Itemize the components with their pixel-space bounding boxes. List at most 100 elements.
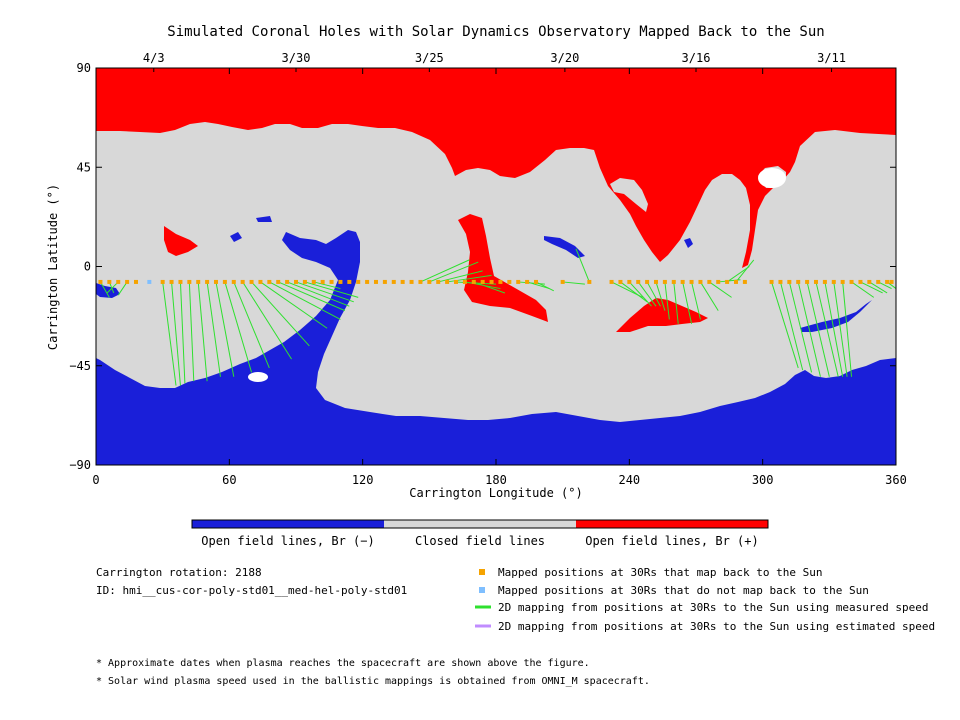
y-tick-label-3: −45 — [69, 359, 91, 373]
colorbar-positive — [576, 520, 768, 528]
field-line-32 — [562, 281, 585, 285]
mapped-position-33 — [409, 279, 414, 284]
open-negative-south-region — [96, 230, 896, 465]
field-line-17 — [278, 281, 346, 312]
date-label-1: 3/30 — [282, 51, 311, 65]
field-line-36 — [628, 281, 652, 307]
legend-mapped-label: Mapped positions at 30Rs that map back t… — [498, 566, 823, 579]
open-negative-patch-3 — [96, 283, 120, 298]
mapped-position-75 — [849, 279, 854, 284]
field-line-14 — [251, 281, 310, 347]
field-line-56 — [833, 281, 848, 377]
field-line-38 — [646, 281, 661, 307]
field-line-59 — [860, 281, 883, 294]
open-positive-patch-1 — [164, 226, 198, 256]
field-line-40 — [664, 281, 670, 320]
x-tick-label-3: 180 — [485, 473, 507, 487]
mapped-position-30 — [382, 279, 387, 284]
mapped-position-24 — [329, 279, 334, 284]
mapped-position-61 — [707, 279, 712, 284]
mapped-position-79 — [885, 279, 890, 284]
field-line-54 — [815, 281, 839, 377]
mapped-position-18 — [276, 279, 281, 284]
south-island — [248, 372, 268, 382]
mapped-position-25 — [338, 279, 343, 284]
closed-bump-2 — [610, 178, 648, 212]
mapped-position-74 — [840, 279, 845, 284]
north-island — [758, 168, 786, 188]
field-line-37 — [637, 281, 657, 307]
mapped-position-29 — [374, 279, 378, 284]
mapped-position-40 — [471, 279, 476, 284]
mapped-position-47 — [534, 279, 538, 284]
mapped-position-78 — [876, 279, 881, 284]
closed-bump-1 — [798, 150, 832, 194]
mapped-position-34 — [418, 279, 423, 284]
legend-unmapped-label: Mapped positions at 30Rs that do not map… — [498, 584, 869, 597]
mapped-position-31 — [391, 279, 396, 284]
field-line-53 — [806, 281, 830, 377]
field-line-19 — [295, 281, 354, 303]
field-line-0 — [100, 281, 110, 298]
mapped-position-38 — [454, 279, 458, 284]
x-tick-label-0: 0 — [92, 473, 99, 487]
mapped-position-68 — [787, 279, 792, 284]
field-line-13 — [242, 281, 292, 360]
mapped-position-71 — [814, 279, 818, 284]
mapped-position-49 — [587, 279, 592, 284]
field-line-18 — [286, 281, 350, 307]
x-tick-label-2: 120 — [352, 473, 374, 487]
mapped-position-10 — [205, 279, 210, 284]
colorbar-label-closed: Closed field lines — [415, 534, 545, 548]
field-line-10 — [215, 281, 235, 377]
open-negative-patch-1 — [544, 236, 585, 258]
y-tick-label-2: 0 — [84, 260, 91, 274]
legend-mapped-marker — [479, 569, 485, 575]
field-line-7 — [188, 281, 195, 382]
mapped-position-72 — [822, 279, 827, 284]
legend-estimated-label: 2D mapping from positions at 30Rs to the… — [498, 620, 935, 633]
date-label-4: 3/16 — [682, 51, 711, 65]
top-date-ticks: 4/3 3/30 3/25 3/20 3/16 3/11 — [143, 51, 846, 72]
mapped-position-11 — [214, 279, 218, 284]
field-line-57 — [842, 281, 853, 377]
field-line-mappings — [100, 248, 896, 386]
x-tick-label-5: 300 — [752, 473, 774, 487]
mapped-position-0 — [98, 279, 103, 284]
mapped-position-55 — [654, 279, 658, 284]
colorbar-label-negative: Open field lines, Br (−) — [201, 534, 374, 548]
field-line-30 — [526, 281, 550, 290]
field-line-23 — [429, 261, 479, 283]
y-tick-label-0: 90 — [77, 61, 91, 75]
unmapped-position-0 — [147, 279, 152, 284]
mapped-positions — [98, 279, 894, 284]
field-line-51 — [788, 281, 813, 373]
field-line-8 — [197, 281, 208, 382]
mapped-position-36 — [436, 279, 441, 284]
mapped-position-60 — [698, 279, 703, 284]
field-line-9 — [206, 281, 221, 377]
mapped-position-58 — [680, 279, 685, 284]
chart-title: Simulated Coronal Holes with Solar Dynam… — [167, 24, 824, 40]
field-line-22 — [420, 259, 470, 283]
mapped-position-64 — [734, 279, 738, 284]
mapped-position-39 — [462, 279, 467, 284]
mapped-position-32 — [400, 279, 405, 284]
mapped-position-44 — [507, 279, 512, 284]
field-line-43 — [691, 281, 701, 320]
mapped-position-69 — [796, 279, 801, 284]
colorbar-negative — [192, 520, 384, 528]
mapped-position-6 — [169, 279, 174, 284]
mapped-position-56 — [662, 279, 667, 284]
mapped-position-62 — [716, 279, 721, 284]
mapped-position-35 — [427, 279, 432, 284]
field-line-11 — [224, 281, 253, 373]
field-line-21 — [313, 281, 341, 290]
field-line-33 — [575, 248, 590, 283]
carrington-rotation: Carrington rotation: 2188 — [96, 566, 262, 579]
mapped-position-27 — [356, 279, 361, 284]
mapped-position-9 — [196, 279, 201, 284]
mapped-position-50 — [609, 279, 614, 284]
mapped-position-80 — [889, 279, 894, 284]
y-axis-label: Carrington Latitude (°) — [46, 184, 60, 350]
